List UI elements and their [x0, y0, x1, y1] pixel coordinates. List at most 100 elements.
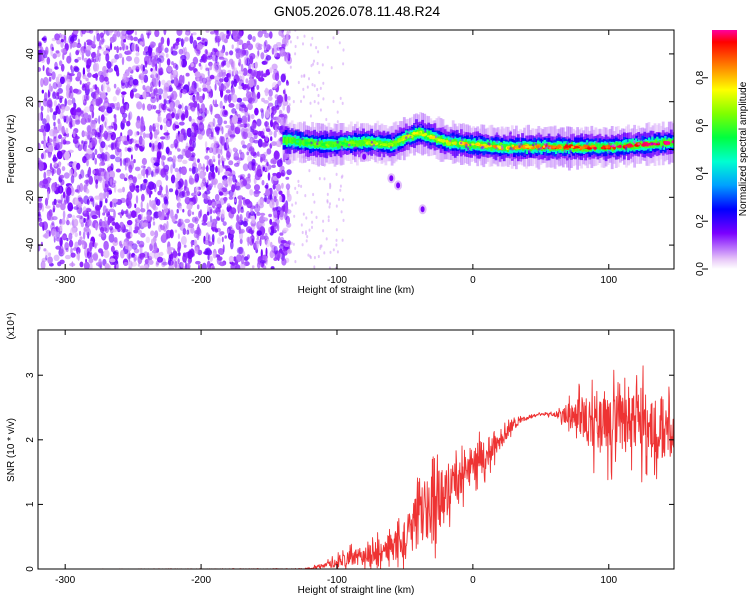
noise-speckle [101, 227, 108, 232]
noise-speckle [157, 190, 162, 196]
ridge-scatter [510, 156, 514, 160]
noise-speckle [313, 100, 316, 104]
noise-speckle [297, 184, 300, 188]
noise-speckle [223, 178, 228, 187]
noise-speckle [182, 39, 186, 44]
noise-speckle [116, 30, 121, 38]
noise-speckle [302, 212, 305, 216]
noise-speckle [233, 78, 238, 87]
noise-speckle [189, 35, 194, 44]
noise-speckle [66, 186, 72, 196]
noise-speckle [119, 46, 122, 51]
noise-speckle [95, 98, 101, 107]
noise-speckle [181, 148, 187, 156]
noise-speckle [247, 236, 250, 247]
noise-speckle [136, 187, 140, 193]
noise-speckle [240, 104, 247, 108]
noise-speckle [318, 177, 321, 181]
noise-speckle [227, 173, 234, 177]
noise-speckle [85, 49, 91, 57]
noise-speckle [291, 203, 294, 207]
noise-speckle [94, 243, 97, 249]
noise-speckle [238, 85, 243, 90]
noise-speckle [152, 216, 155, 221]
noise-speckle [75, 89, 82, 95]
noise-speckle [87, 153, 92, 160]
noise-speckle [120, 197, 126, 204]
noise-speckle [72, 119, 76, 127]
noise-speckle [109, 208, 115, 213]
noise-speckle [66, 194, 70, 204]
noise-speckle [269, 199, 275, 209]
noise-speckle [263, 41, 266, 51]
noise-speckle [276, 94, 284, 104]
noise-speckle [41, 261, 46, 269]
noise-speckle [228, 195, 234, 200]
noise-speckle [96, 153, 102, 159]
noise-speckle [134, 31, 137, 36]
ridge-scatter [405, 136, 408, 140]
noise-speckle [126, 35, 132, 41]
noise-speckle [64, 98, 67, 107]
noise-speckle [232, 174, 237, 183]
noise-speckle [309, 254, 312, 258]
noise-speckle [249, 137, 253, 147]
noise-speckle [77, 239, 82, 246]
noise-speckle [60, 39, 64, 43]
noise-speckle [281, 182, 284, 189]
noise-speckle [294, 260, 297, 264]
noise-speckle [82, 109, 86, 115]
noise-speckle [297, 80, 300, 85]
ridge-scatter [375, 148, 378, 152]
noise-speckle [213, 65, 218, 72]
noise-speckle [218, 56, 225, 60]
ridge-scatter [461, 138, 464, 142]
noise-speckle [171, 61, 174, 66]
noise-speckle [160, 36, 165, 45]
noise-speckle [199, 209, 203, 217]
noise-speckle [60, 203, 66, 211]
noise-speckle [206, 186, 210, 191]
noise-speckle [139, 265, 146, 269]
noise-speckle [82, 206, 87, 214]
noise-speckle [168, 256, 172, 266]
noise-speckle [84, 106, 91, 113]
noise-speckle [246, 254, 250, 259]
noise-speckle [332, 36, 335, 40]
noise-speckle [311, 83, 314, 87]
noise-speckle [69, 85, 73, 94]
noise-speckle [64, 140, 71, 145]
noise-speckle [110, 245, 115, 253]
noise-speckle [275, 52, 282, 58]
noise-speckle [129, 74, 133, 80]
noise-speckle [62, 210, 66, 220]
noise-speckle [159, 251, 164, 257]
noise-speckle [110, 178, 113, 186]
noise-speckle [99, 74, 105, 83]
noise-speckle [76, 247, 81, 255]
noise-speckle [171, 90, 178, 101]
noise-speckle [214, 83, 217, 91]
noise-speckle [124, 147, 128, 152]
noise-speckle [183, 244, 187, 248]
ridge-scatter [363, 147, 366, 151]
noise-speckle [110, 142, 114, 151]
noise-speckle [177, 154, 184, 160]
noise-speckle [280, 73, 286, 83]
noise-speckle [38, 67, 42, 72]
noise-speckle [329, 182, 332, 186]
ridge-scatter [410, 127, 413, 131]
noise-speckle [257, 43, 263, 48]
noise-speckle [86, 94, 90, 101]
noise-speckle [223, 38, 228, 44]
ridge-segment [444, 138, 447, 145]
noise-speckle [126, 134, 130, 142]
noise-speckle [74, 232, 78, 238]
noise-speckle [61, 166, 66, 172]
noise-speckle [206, 204, 209, 211]
noise-speckle [246, 132, 253, 139]
noise-speckle [38, 202, 43, 211]
noise-speckle [282, 248, 288, 256]
noise-speckle [334, 266, 337, 269]
noise-speckle [264, 87, 269, 97]
